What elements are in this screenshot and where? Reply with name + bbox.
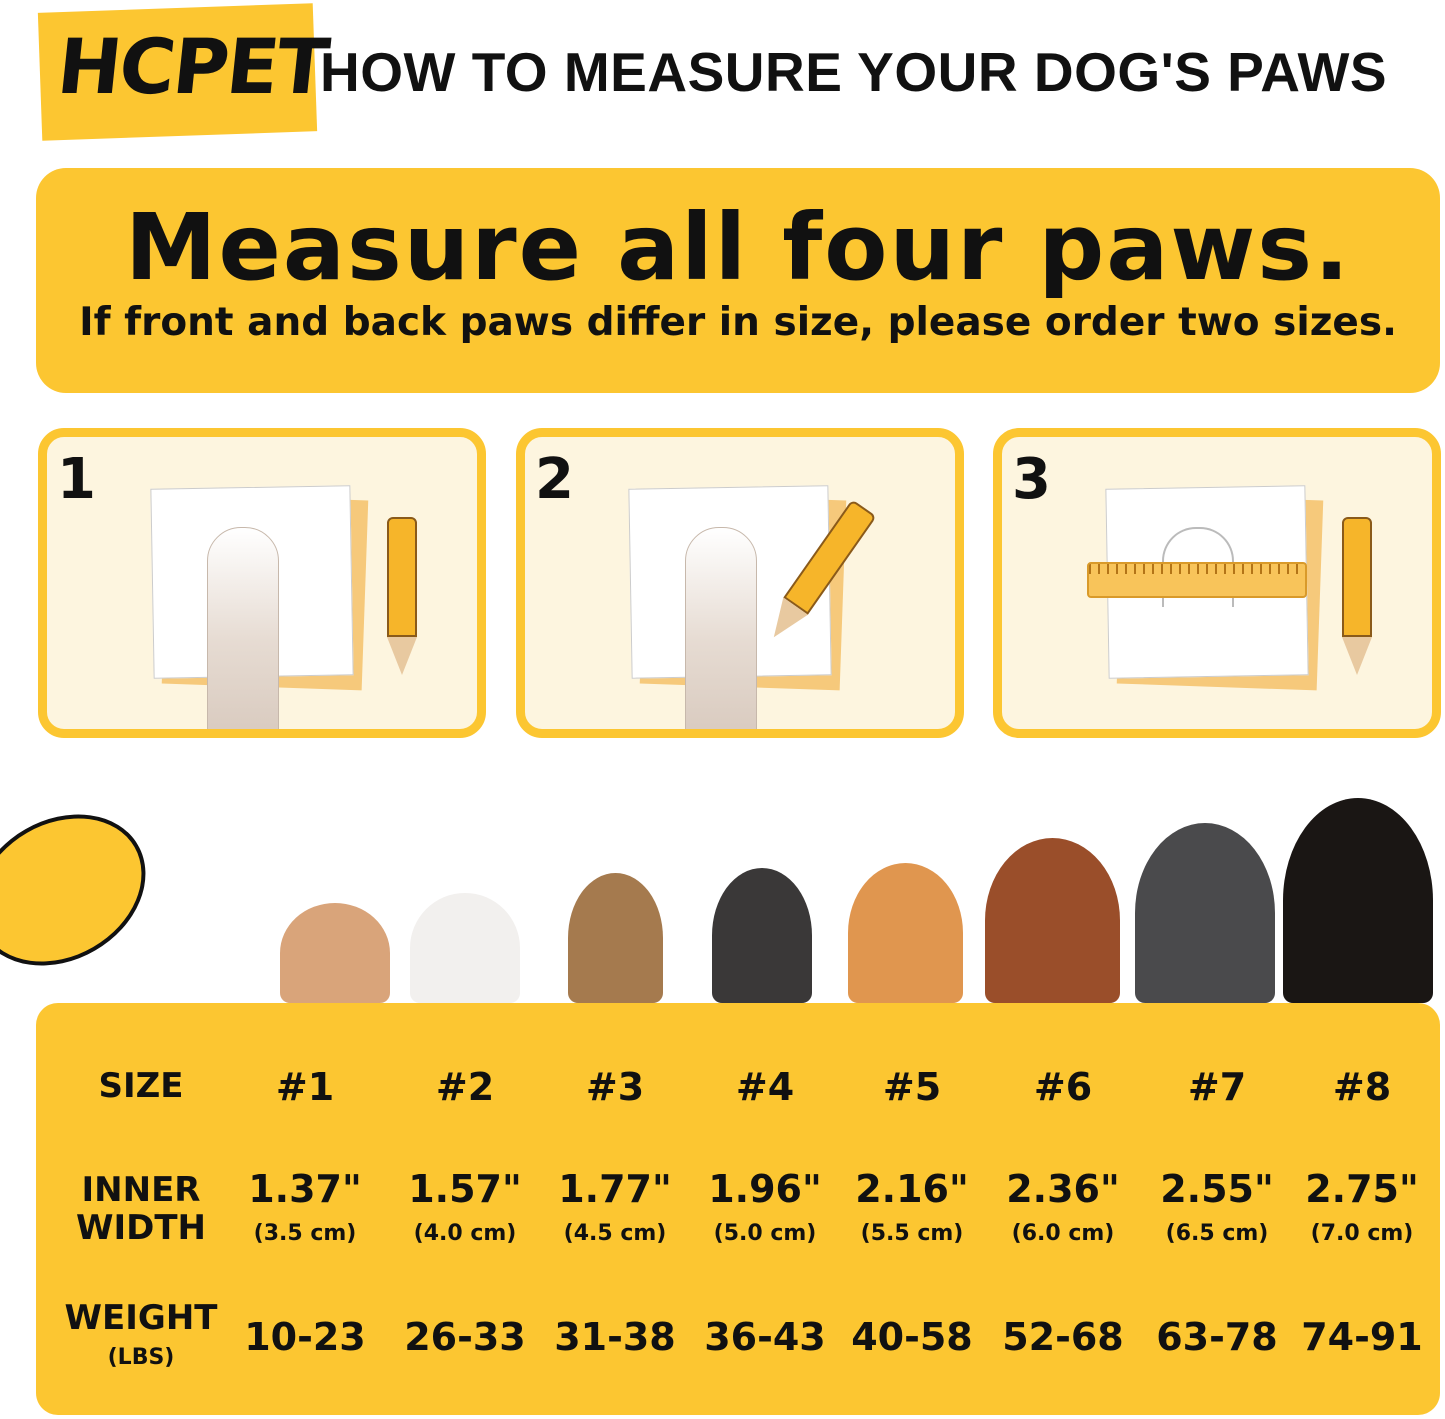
width-in-cell: 1.57": [408, 1167, 522, 1211]
page-title: HOW TO MEASURE YOUR DOG'S PAWS: [320, 41, 1388, 103]
weight-cell: 36-43: [704, 1315, 826, 1359]
width-in-cell: 2.55": [1160, 1167, 1274, 1211]
width-in-cell: 1.77": [558, 1167, 672, 1211]
size-cell: #2: [435, 1065, 495, 1109]
size-cell: #8: [1332, 1065, 1392, 1109]
dog-shiba-inu: [848, 863, 963, 1003]
step-1-panel: 1: [38, 428, 486, 738]
weight-cell: 74-91: [1301, 1315, 1423, 1359]
size-cell: #7: [1187, 1065, 1247, 1109]
dog-schnauzer: [712, 868, 812, 1003]
width-in-cell: 1.37": [248, 1167, 362, 1211]
weight-unit-label: (LBS): [107, 1345, 175, 1370]
size-row-label: SIZE: [98, 1066, 184, 1106]
width-row-label-line1: INNER: [81, 1170, 201, 1210]
width-in-cell: 1.96": [708, 1167, 822, 1211]
dog-chihuahua: [280, 903, 390, 1003]
ruler-icon: [1087, 562, 1307, 598]
weight-cell: 40-58: [851, 1315, 973, 1359]
decorative-swoosh-icon: [0, 784, 173, 995]
dog-bichon-frise: [410, 893, 520, 1003]
size-cell: #4: [735, 1065, 795, 1109]
size-chart-table: SIZE INNER WIDTH WEIGHT (LBS) #1 1.37" (3.…: [36, 1003, 1440, 1415]
width-cm-cell: (6.0 cm): [1011, 1221, 1115, 1246]
width-cm-cell: (7.0 cm): [1310, 1221, 1414, 1246]
banner-subtext: If front and back paws differ in size, p…: [79, 300, 1397, 345]
step-number: 3: [1012, 447, 1051, 512]
brand-logo: HCPET: [53, 22, 332, 111]
dog-rottweiler: [1283, 798, 1433, 1003]
weight-cell: 52-68: [1002, 1315, 1124, 1359]
step-number: 2: [535, 447, 574, 512]
weight-cell: 31-38: [554, 1315, 676, 1359]
dog-australian-shepherd: [985, 838, 1120, 1003]
dog-paw-icon: [685, 527, 757, 729]
dog-yorkshire-terrier: [568, 873, 663, 1003]
weight-row-label: WEIGHT: [64, 1298, 218, 1338]
instruction-banner: Measure all four paws. If front and back…: [36, 168, 1440, 393]
banner-headline: Measure all four paws.: [124, 194, 1352, 301]
weight-cell: 10-23: [244, 1315, 366, 1359]
width-in-cell: 2.36": [1006, 1167, 1120, 1211]
width-cm-cell: (5.5 cm): [860, 1221, 964, 1246]
width-cm-cell: (4.5 cm): [563, 1221, 667, 1246]
width-cm-cell: (3.5 cm): [253, 1221, 357, 1246]
width-cm-cell: (5.0 cm): [713, 1221, 817, 1246]
weight-cell: 63-78: [1156, 1315, 1278, 1359]
size-cell: #1: [275, 1065, 335, 1109]
size-cell: #6: [1033, 1065, 1093, 1109]
dog-husky: [1135, 823, 1275, 1003]
weight-cell: 26-33: [404, 1315, 526, 1359]
step-number: 1: [57, 447, 96, 512]
pencil-icon: [387, 517, 417, 675]
step-2-panel: 2: [516, 428, 964, 738]
dog-paw-icon: [207, 527, 279, 729]
width-in-cell: 2.16": [855, 1167, 969, 1211]
width-cm-cell: (6.5 cm): [1165, 1221, 1269, 1246]
size-cell: #3: [585, 1065, 645, 1109]
size-cell: #5: [882, 1065, 942, 1109]
pencil-icon: [1342, 517, 1372, 675]
width-row-label-line2: WIDTH: [75, 1208, 207, 1248]
width-in-cell: 2.75": [1305, 1167, 1419, 1211]
step-3-panel: 3: [993, 428, 1441, 738]
width-cm-cell: (4.0 cm): [413, 1221, 517, 1246]
